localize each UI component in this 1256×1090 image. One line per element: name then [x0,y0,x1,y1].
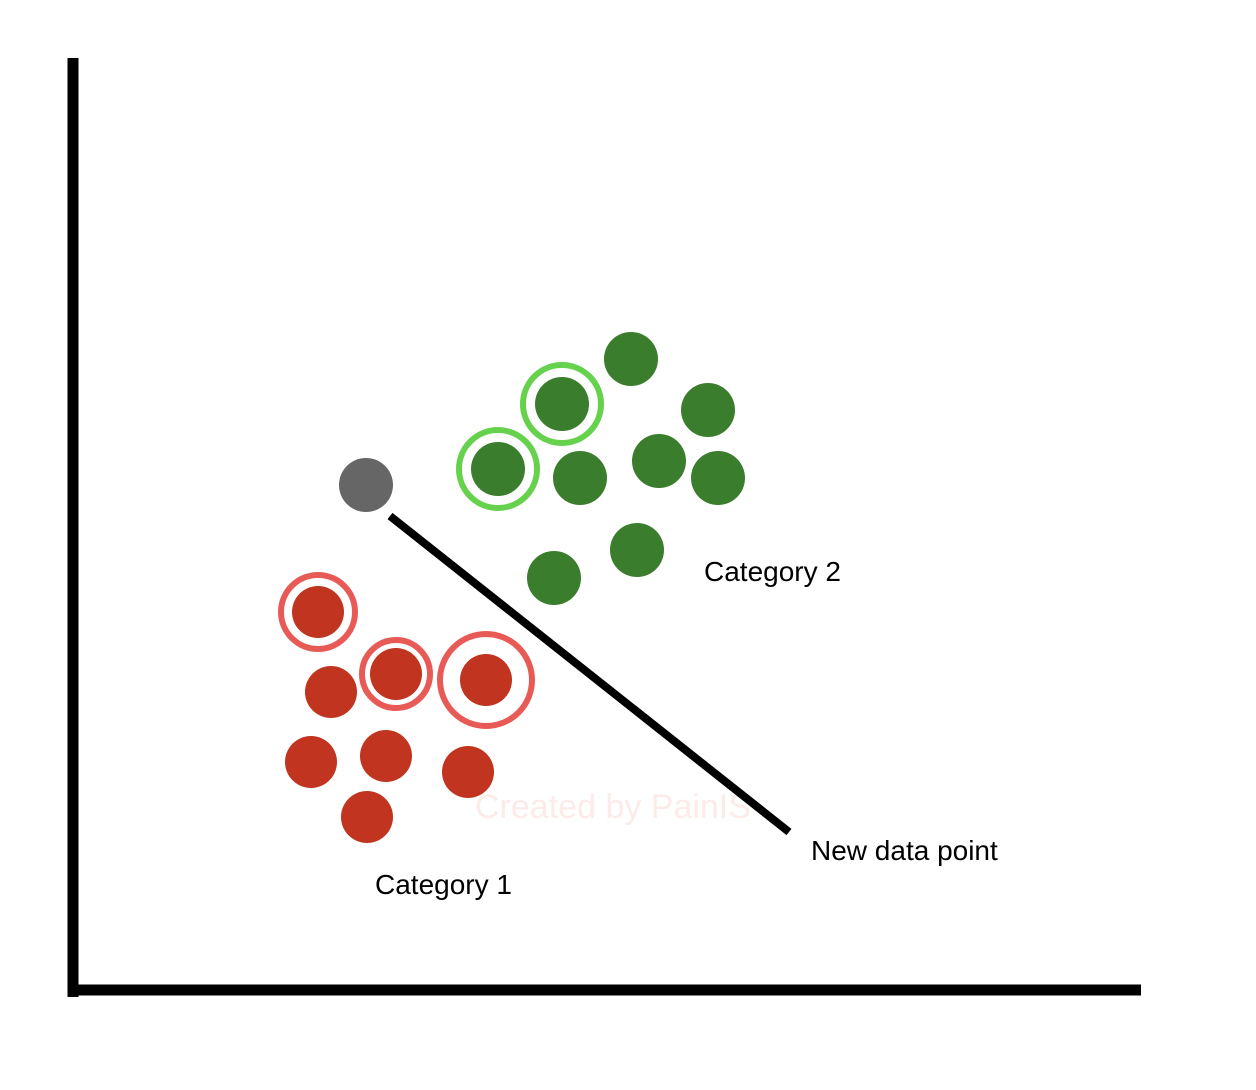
watermark-text: Created by PainIS [475,788,751,826]
category-1-label: Category 1 [375,869,512,900]
category-1-neighbor-point [292,586,344,638]
new-point-pointer-line [387,512,792,836]
category-2-point [632,434,686,488]
category-1-point [360,730,412,782]
new-data-point [339,458,393,512]
category-1-neighbor-ring [359,637,433,711]
category-2-neighbor-ring [520,362,604,446]
category-2-point [681,383,735,437]
category-1-neighbor-point [460,654,512,706]
category-1-points [278,572,535,843]
category-1-point [305,666,357,718]
category-1-point [285,736,337,788]
category-1-neighbor-ring [278,572,358,652]
category-2-point [553,451,607,505]
category-1-neighbor-point [370,648,422,700]
category-2-points [456,332,745,605]
category-2-neighbor-point [535,377,589,431]
category-1-point [341,791,393,843]
category-1-neighbor-ring [437,631,535,729]
category-2-point [691,451,745,505]
category-1-point [442,746,494,798]
category-2-label: Category 2 [704,556,841,587]
category-2-point [527,551,581,605]
category-2-point [610,523,664,577]
category-2-neighbor-point [471,442,525,496]
category-2-point [604,332,658,386]
new-data-point-label: New data point [811,835,998,866]
category-2-neighbor-ring [456,427,540,511]
